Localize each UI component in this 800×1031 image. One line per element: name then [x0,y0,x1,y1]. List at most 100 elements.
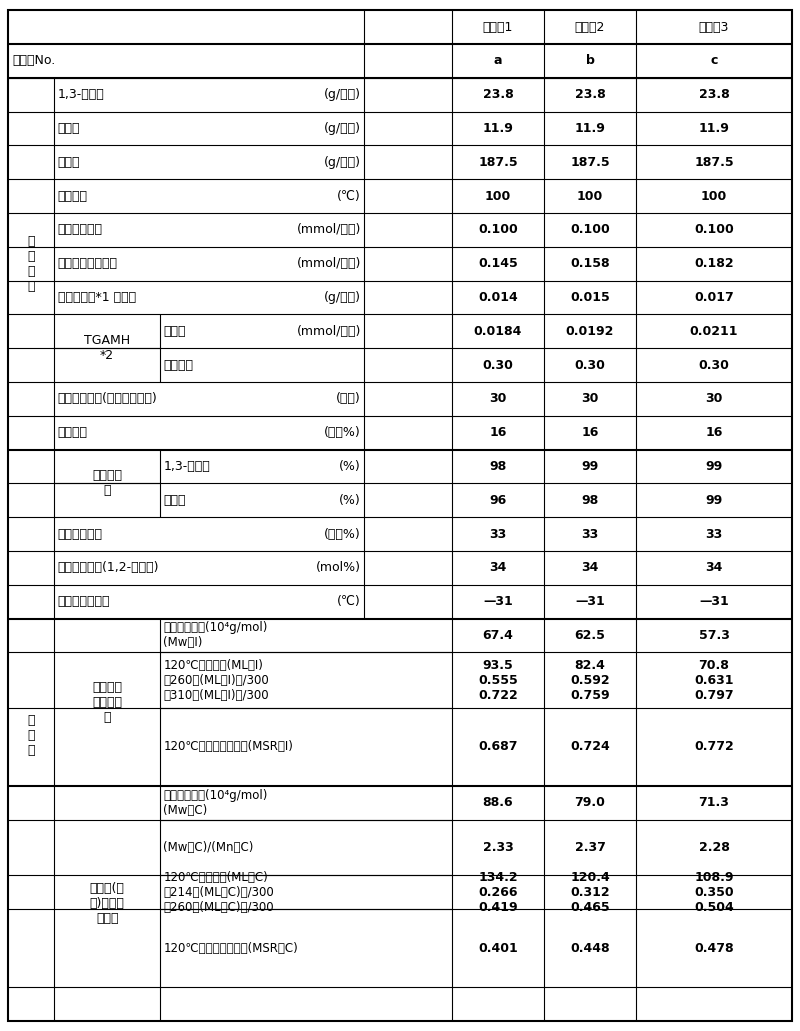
Text: 93.5
0.555
0.722: 93.5 0.555 0.722 [478,659,518,702]
Text: (mmol/分钟): (mmol/分钟) [297,325,361,338]
Text: 1,3-丁二烯: 1,3-丁二烯 [163,460,210,473]
Text: 120℃门尼应力松弛率(MSR－C): 120℃门尼应力松弛率(MSR－C) [163,941,298,955]
Text: 实施例3: 实施例3 [699,21,729,34]
Text: 0.30: 0.30 [574,359,606,371]
Text: 16: 16 [490,426,506,439]
Text: 100: 100 [577,190,603,203]
Text: 实施例2: 实施例2 [575,21,605,34]
Text: (g/分钟): (g/分钟) [324,122,361,135]
Text: 实施例1: 实施例1 [483,21,513,34]
Text: 99: 99 [706,494,722,507]
Text: 分
析
值: 分 析 值 [27,713,35,757]
Text: 重均分子量　(10⁴g/mol)
(Mw－I): 重均分子量 (10⁴g/mol) (Mw－I) [163,622,267,650]
Text: 99: 99 [582,460,598,473]
Text: 34: 34 [706,561,722,574]
Text: 0.772: 0.772 [694,740,734,754]
Text: 偶联后(最
终)聚合物
分析值: 偶联后(最 终)聚合物 分析值 [90,882,125,925]
Text: a: a [494,55,502,67]
Text: 0.145: 0.145 [478,258,518,270]
Text: 16: 16 [706,426,722,439]
Text: 0.100: 0.100 [478,224,518,236]
Text: 34: 34 [490,561,506,574]
Text: 11.9: 11.9 [482,122,514,135]
Text: —31: —31 [575,595,605,608]
Text: 99: 99 [706,460,722,473]
Text: 苯乙烯: 苯乙烯 [163,494,186,507]
Text: 120℃门尼粘度(ML－I)
｛260－(ML－I)｝/300
｛310－(ML－I)｝/300: 120℃门尼粘度(ML－I) ｛260－(ML－I)｝/300 ｛310－(ML… [163,659,269,702]
Text: 苯乙烯: 苯乙烯 [58,122,80,135]
Text: 23.8: 23.8 [482,89,514,101]
Text: 2.33: 2.33 [482,841,514,854]
Text: 偶联前聚
合物分析
值: 偶联前聚 合物分析 值 [92,680,122,724]
Text: 0.015: 0.015 [570,291,610,304]
Text: 乙烯基结合量(1,2-结合量): 乙烯基结合量(1,2-结合量) [58,561,159,574]
Text: (mmol/分钟): (mmol/分钟) [297,258,361,270]
Text: 34: 34 [582,561,598,574]
Text: (g/分钟): (g/分钟) [324,291,361,304]
Text: 聚合温度: 聚合温度 [58,190,88,203]
Text: 聚
合
条
件: 聚 合 条 件 [27,235,35,293]
Text: 57.3: 57.3 [698,629,730,642]
Text: (%): (%) [339,460,361,473]
Text: (%): (%) [339,494,361,507]
Text: 0.30: 0.30 [698,359,730,371]
Text: 玻璃化转变温度: 玻璃化转变温度 [58,595,110,608]
Text: (质量%): (质量%) [324,426,361,439]
Text: 极性物质　*1 添加量: 极性物质 *1 添加量 [58,291,136,304]
Text: 0.0184: 0.0184 [474,325,522,338]
Text: 0.014: 0.014 [478,291,518,304]
Text: 聚合转化
率: 聚合转化 率 [92,469,122,497]
Text: 187.5: 187.5 [694,156,734,169]
Text: 2.37: 2.37 [574,841,606,854]
Text: 120℃门尼粘度(ML－C)
｛214－(ML－C)｝/300
｛260－(ML－C)｝/300: 120℃门尼粘度(ML－C) ｛214－(ML－C)｝/300 ｛260－(ML… [163,871,274,913]
Text: (mol%): (mol%) [316,561,361,574]
Text: 0.100: 0.100 [570,224,610,236]
Text: 30: 30 [582,393,598,405]
Text: 100: 100 [701,190,727,203]
Text: 锂当量比: 锂当量比 [163,359,194,371]
Text: 0.0211: 0.0211 [690,325,738,338]
Text: 23.8: 23.8 [698,89,730,101]
Text: 134.2
0.266
0.419: 134.2 0.266 0.419 [478,871,518,913]
Text: 处理正丁基锂: 处理正丁基锂 [58,224,102,236]
Text: 98: 98 [490,460,506,473]
Text: 0.017: 0.017 [694,291,734,304]
Text: 98: 98 [582,494,598,507]
Text: 30: 30 [490,393,506,405]
Text: TGAMH
*2: TGAMH *2 [84,334,130,362]
Text: 11.9: 11.9 [574,122,606,135]
Text: 0.478: 0.478 [694,941,734,955]
Text: 70.8
0.631
0.797: 70.8 0.631 0.797 [694,659,734,702]
Text: 33: 33 [706,528,722,540]
Text: 187.5: 187.5 [570,156,610,169]
Text: 0.182: 0.182 [694,258,734,270]
Text: 2.28: 2.28 [698,841,730,854]
Text: 120.4
0.312
0.465: 120.4 0.312 0.465 [570,871,610,913]
Text: (g/分钟): (g/分钟) [324,156,361,169]
Text: 0.0192: 0.0192 [566,325,614,338]
Text: —31: —31 [699,595,729,608]
Text: 67.4: 67.4 [482,629,514,642]
Text: 0.100: 0.100 [694,224,734,236]
Text: 正己烷: 正己烷 [58,156,80,169]
Text: 23.8: 23.8 [574,89,606,101]
Text: 单体浓度: 单体浓度 [58,426,88,439]
Text: 33: 33 [582,528,598,540]
Text: —31: —31 [483,595,513,608]
Text: 0.30: 0.30 [482,359,514,371]
Text: 108.9
0.350
0.504: 108.9 0.350 0.504 [694,871,734,913]
Text: 0.401: 0.401 [478,941,518,955]
Text: 0.158: 0.158 [570,258,610,270]
Text: 33: 33 [490,528,506,540]
Text: 1,3-丁二烯: 1,3-丁二烯 [58,89,104,101]
Text: 0.724: 0.724 [570,740,610,754]
Text: 187.5: 187.5 [478,156,518,169]
Text: 结合苯乙烯量: 结合苯乙烯量 [58,528,102,540]
Text: (Mw－C)/(Mn－C): (Mw－C)/(Mn－C) [163,841,254,854]
Text: 试样　No.: 试样 No. [12,55,55,67]
Text: 71.3: 71.3 [698,796,730,809]
Text: 0.448: 0.448 [570,941,610,955]
Text: c: c [710,55,718,67]
Text: 11.9: 11.9 [698,122,730,135]
Text: (质量%): (质量%) [324,528,361,540]
